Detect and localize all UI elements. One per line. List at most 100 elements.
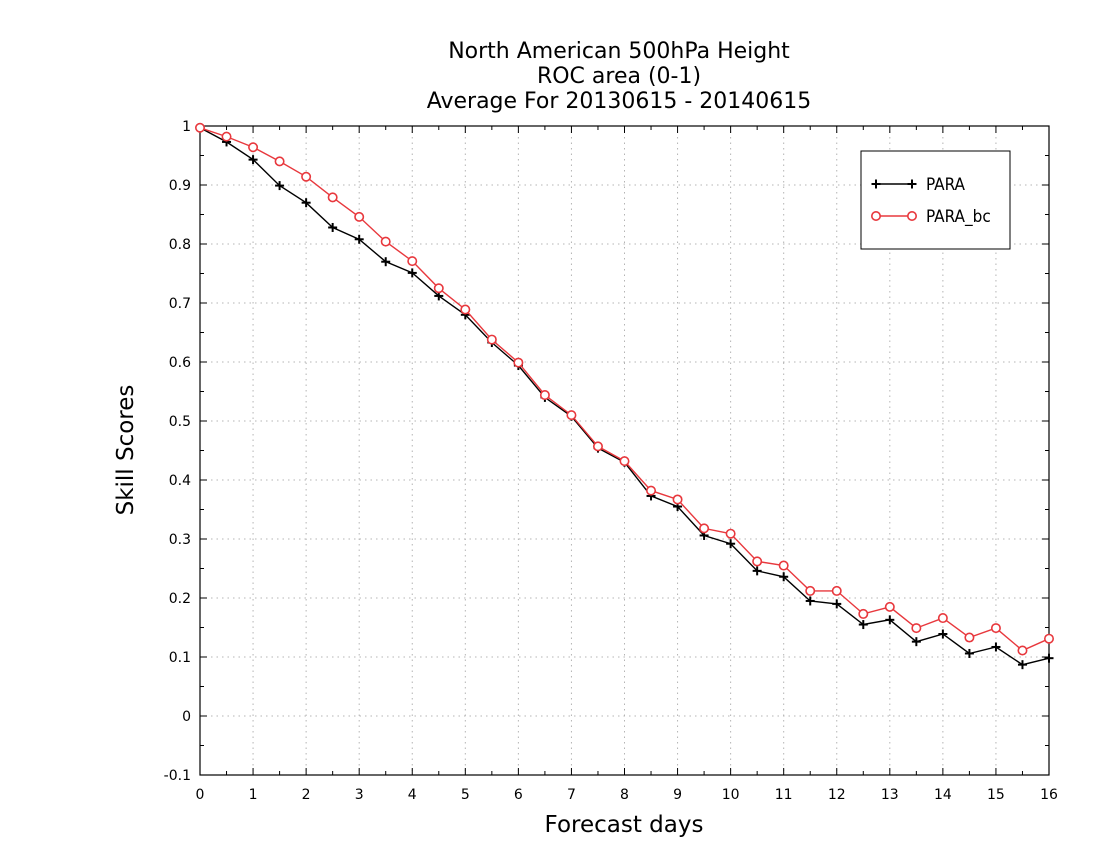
data-point-para-bc — [619, 456, 630, 467]
data-point-para-bc — [1044, 633, 1055, 644]
y-tick-label: 0.8 — [169, 237, 191, 253]
data-point-para-bc — [513, 357, 524, 368]
data-point-para-bc — [672, 494, 683, 505]
x-axis-label: Forecast days — [545, 812, 704, 838]
data-point-para — [991, 642, 1001, 652]
data-point-para-bc — [725, 528, 736, 539]
x-tick-label: 8 — [620, 787, 629, 803]
title-line-1: North American 500hPa Height — [448, 39, 790, 64]
y-tick-label: 0.5 — [169, 414, 191, 430]
legend-marker-left-para-bc — [870, 211, 881, 222]
data-point-para-bc — [486, 334, 497, 345]
x-tick-label: 7 — [567, 787, 576, 803]
chart-title: North American 500hPa Height ROC area (0… — [427, 39, 812, 114]
legend-item-para-bc: PARA_bc — [870, 207, 991, 227]
legend-marker-right-para-bc — [906, 211, 917, 222]
title-line-2: ROC area (0-1) — [537, 64, 701, 89]
y-tick-label: 1 — [182, 119, 191, 135]
y-tick-label: 0.2 — [169, 591, 191, 607]
legend-items: PARA PARA_bc — [870, 175, 991, 227]
legend-marker-left-para — [871, 179, 881, 189]
data-point-para-bc — [274, 156, 285, 167]
data-point-para-bc — [778, 560, 789, 571]
data-point-para — [938, 629, 948, 639]
data-point-para-bc — [1017, 645, 1028, 656]
data-point-para — [805, 596, 815, 606]
grid — [200, 126, 1049, 775]
y-tick-label: 0.9 — [169, 178, 191, 194]
data-point-para — [964, 648, 974, 658]
data-point-para-bc — [407, 256, 418, 267]
data-point-para-bc — [805, 585, 816, 596]
data-point-para-bc — [911, 623, 922, 634]
data-point-para — [1017, 660, 1027, 670]
x-tick-label: 4 — [408, 787, 417, 803]
x-tick-label: 6 — [514, 787, 523, 803]
data-point-para — [275, 181, 285, 191]
title-line-3: Average For 20130615 - 20140615 — [427, 89, 812, 114]
x-tick-label: 10 — [722, 787, 740, 803]
data-point-para-bc — [964, 632, 975, 643]
data-point-para-bc — [699, 523, 710, 534]
data-point-para-bc — [990, 623, 1001, 634]
x-tick-label: 3 — [355, 787, 364, 803]
data-point-para-bc — [646, 485, 657, 496]
data-point-para — [832, 599, 842, 609]
x-tick-label: 11 — [775, 787, 793, 803]
series-para-bc — [195, 122, 1055, 656]
x-tick-label: 5 — [461, 787, 470, 803]
data-point-para-bc — [460, 304, 471, 315]
x-tick-label: 13 — [881, 787, 899, 803]
legend-label-para: PARA — [926, 175, 966, 195]
data-point-para — [328, 222, 338, 232]
y-axis-label: Skill Scores — [113, 385, 139, 516]
y-tick-label: 0.7 — [169, 296, 191, 312]
x-tick-label: 16 — [1040, 787, 1058, 803]
data-point-para — [885, 615, 895, 625]
data-point-para-bc — [354, 211, 365, 222]
x-tick-label: 0 — [196, 787, 205, 803]
data-point-para-bc — [301, 171, 312, 182]
data-point-para — [779, 572, 789, 582]
data-point-para — [407, 268, 417, 278]
x-tick-label: 14 — [934, 787, 952, 803]
data-point-para-bc — [858, 608, 869, 619]
y-tick-label: 0.1 — [169, 650, 191, 666]
y-tick-label: 0 — [182, 709, 191, 725]
data-point-para-bc — [433, 283, 444, 294]
data-point-para-bc — [248, 142, 259, 153]
data-point-para-bc — [831, 585, 842, 596]
legend-marker-right-para — [907, 179, 917, 189]
y-tick-label: -0.1 — [164, 768, 191, 784]
x-tick-label: 9 — [673, 787, 682, 803]
legend: PARA PARA_bc — [860, 150, 1011, 250]
axis-ticks: 0 1 2 3 4 5 6 7 8 9 10 11 12 13 14 15 16-0.100.10.20.30.… — [164, 119, 1058, 803]
x-tick-label: 2 — [302, 787, 311, 803]
x-tick-label: 12 — [828, 787, 846, 803]
legend-item-para: PARA — [871, 175, 966, 195]
y-tick-label: 0.4 — [169, 473, 191, 489]
data-point-para — [752, 566, 762, 576]
legend-label-para-bc: PARA_bc — [926, 207, 991, 227]
x-tick-label: 15 — [987, 787, 1005, 803]
data-point-para — [354, 234, 364, 244]
data-point-para — [301, 198, 311, 208]
data-point-para-bc — [592, 441, 603, 452]
y-tick-label: 0.6 — [169, 355, 191, 371]
data-point-para-bc — [221, 131, 232, 142]
data-point-para — [381, 257, 391, 267]
data-point-para-bc — [566, 410, 577, 421]
data-point-para-bc — [884, 601, 895, 612]
data-point-para — [248, 155, 258, 165]
legend-box — [860, 150, 1011, 250]
data-point-para — [1044, 653, 1054, 663]
data-point-para-bc — [195, 122, 206, 133]
data-point-para-bc — [752, 556, 763, 567]
data-point-para — [911, 637, 921, 647]
data-point-para-bc — [327, 192, 338, 203]
data-point-para-bc — [380, 236, 391, 247]
data-point-para — [858, 620, 868, 630]
data-point-para — [726, 539, 736, 549]
data-point-para-bc — [937, 613, 948, 624]
